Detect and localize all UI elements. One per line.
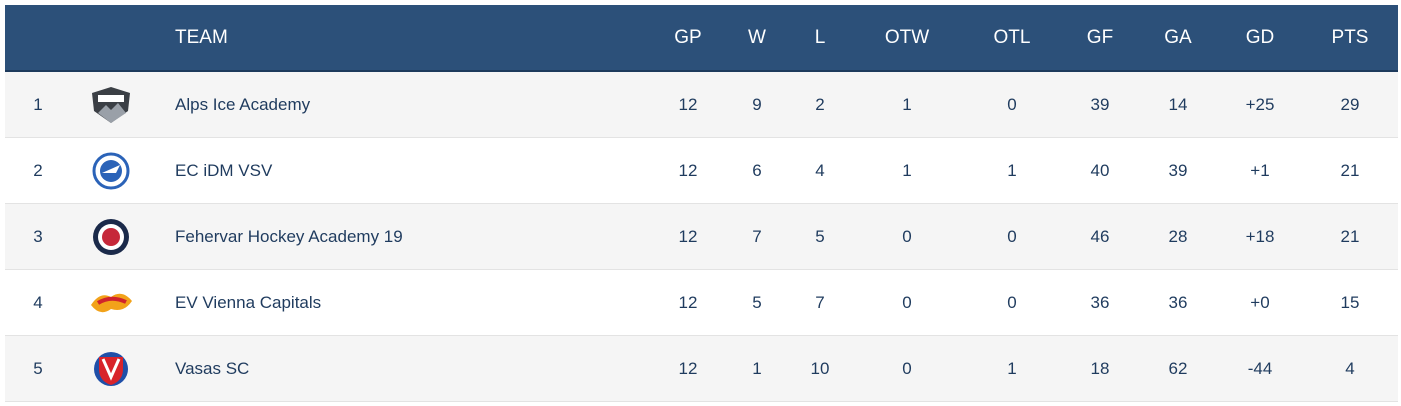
team-logo	[93, 219, 129, 255]
stat-cell: 18	[1090, 359, 1110, 378]
stat-cell: 12	[678, 359, 698, 378]
stat-cell: 36	[1090, 293, 1110, 312]
header-cell: OTL	[993, 27, 1031, 48]
rank: 1	[33, 95, 43, 114]
table-row: 1 Alps Ice Academy 12 9 2 1 0 39 14 +25 29	[5, 72, 1398, 138]
team-name: Vasas SC	[175, 359, 250, 378]
stat-cell: 0	[902, 293, 912, 312]
rank: 2	[33, 161, 43, 180]
stat-cell: 6	[752, 161, 762, 180]
team-logo	[94, 352, 128, 386]
stat-cell: 14	[1168, 95, 1188, 114]
rank: 5	[33, 359, 43, 378]
stat-cell: 28	[1168, 227, 1188, 246]
team-logo	[91, 293, 132, 313]
stat-cell: 0	[1007, 227, 1017, 246]
table-row: 5 Vasas SC 12 1 10 0 1 18 62 -44 4	[5, 336, 1398, 402]
stat-cell: 39	[1168, 161, 1188, 180]
stat-cell: 1	[1007, 161, 1017, 180]
header-cell: GF	[1086, 27, 1114, 48]
header-cell: GP	[674, 27, 702, 48]
header-cell: TEAM	[175, 27, 228, 48]
table-header: TEAM GP W L OTW OTL GF GA GD PTS	[5, 5, 1398, 72]
stat-cell: 9	[752, 95, 762, 114]
stat-cell: 4	[815, 161, 825, 180]
standings-table: TEAM GP W L OTW OTL GF GA GD PTS 1 Alps Ice Academ…	[5, 5, 1398, 402]
stat-cell: 12	[678, 227, 698, 246]
stat-cell: +25	[1245, 95, 1275, 114]
stat-cell: 62	[1168, 359, 1188, 378]
team-logo	[92, 152, 130, 190]
team-name: EC iDM VSV	[175, 161, 273, 180]
stat-cell: 36	[1168, 293, 1188, 312]
header-cell: GA	[1164, 27, 1192, 48]
stat-cell: 0	[902, 359, 912, 378]
stat-cell: 7	[752, 227, 762, 246]
header-cell: L	[814, 27, 826, 48]
header-cell: W	[748, 27, 766, 48]
stat-cell: 10	[810, 359, 830, 378]
stat-cell: 12	[678, 293, 698, 312]
table-row: 4 EV Vienna Capitals 12 5 7 0 0 36 36 +0 15	[5, 270, 1398, 336]
stat-cell: 5	[752, 293, 762, 312]
header-cell: PTS	[1331, 27, 1369, 48]
stat-cell: 21	[1340, 227, 1360, 246]
stat-cell: 39	[1090, 95, 1110, 114]
rank: 3	[33, 227, 43, 246]
stat-cell: 12	[678, 161, 698, 180]
stat-cell: +1	[1250, 161, 1270, 180]
rank: 4	[33, 293, 43, 312]
stat-cell: 0	[1007, 293, 1017, 312]
team-logo	[92, 87, 130, 123]
stat-cell: 40	[1090, 161, 1110, 180]
stat-cell: 0	[1007, 95, 1017, 114]
stat-cell: 1	[1007, 359, 1017, 378]
stat-cell: 21	[1340, 161, 1360, 180]
stat-cell: 2	[815, 95, 825, 114]
table-row: 3 Fehervar Hockey Academy 19 12 7 5 0 0 46 28 +18…	[5, 204, 1398, 270]
stat-cell: +18	[1245, 227, 1275, 246]
stat-cell: 46	[1090, 227, 1110, 246]
header-cell: GD	[1245, 27, 1275, 48]
stat-cell: +0	[1250, 293, 1270, 312]
stat-cell: 5	[815, 227, 825, 246]
team-name: EV Vienna Capitals	[175, 293, 322, 312]
team-name: Alps Ice Academy	[175, 95, 311, 114]
stat-cell: 15	[1340, 293, 1360, 312]
stat-cell: 29	[1340, 95, 1360, 114]
table-row: 2 EC iDM VSV 12 6 4 1 1 40 39 +1 21	[5, 138, 1398, 204]
stat-cell: 7	[815, 293, 825, 312]
stat-cell: 1	[902, 161, 912, 180]
stat-cell: -44	[1247, 359, 1273, 378]
stat-cell: 4	[1345, 359, 1355, 378]
stat-cell: 12	[678, 95, 698, 114]
stat-cell: 1	[902, 95, 912, 114]
team-name: Fehervar Hockey Academy 19	[175, 227, 403, 246]
header-cell: OTW	[884, 27, 930, 48]
stat-cell: 1	[752, 359, 762, 378]
stat-cell: 0	[902, 227, 912, 246]
